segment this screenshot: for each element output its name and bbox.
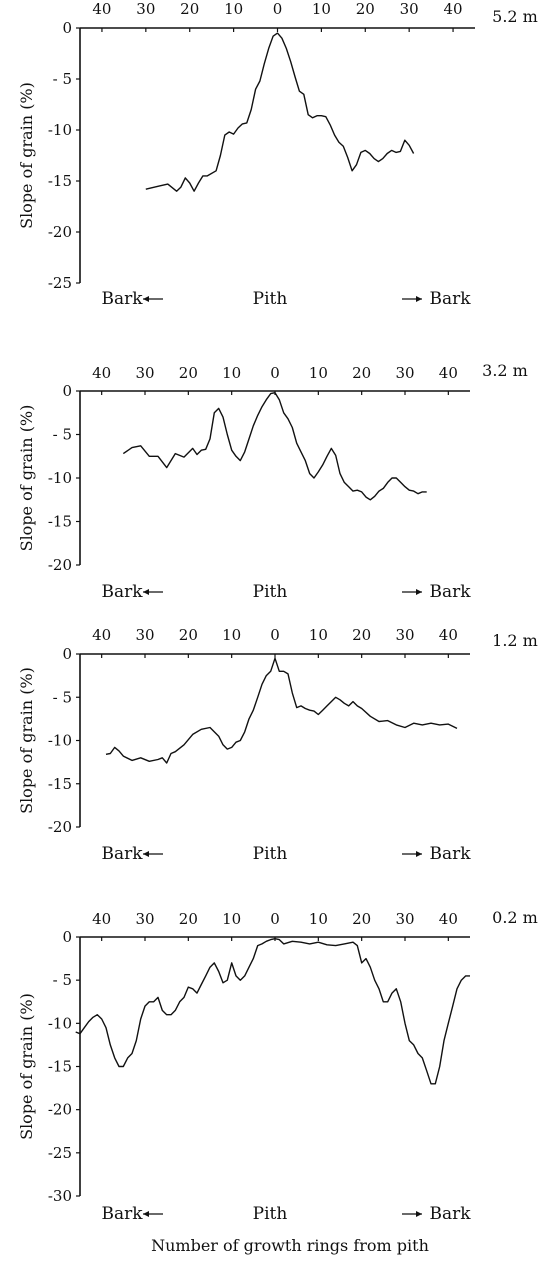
x-tick-label: 30	[395, 626, 414, 644]
x-tick-label: 10	[222, 364, 241, 382]
y-axis-label: Slope of grain (%)	[17, 993, 36, 1140]
direction-label: Pith	[253, 582, 288, 602]
x-tick-label: 30	[395, 364, 414, 382]
direction-arrowhead	[416, 851, 422, 857]
panel-1: 40 30 20 10 0 10 20 30 40 0 - 5 -10 -15 -20 Slope of g…	[17, 361, 528, 602]
x-tick-label: 40	[92, 364, 111, 382]
x-axis-label: Number of growth rings from pith	[151, 1236, 429, 1255]
x-tick-label: 10	[309, 626, 328, 644]
y-tick-label: 0	[62, 19, 72, 37]
direction-label: Pith	[253, 844, 288, 864]
direction-label: Bark	[101, 582, 143, 602]
height-label: 3.2 m	[482, 361, 528, 380]
y-tick-label: -15	[48, 775, 72, 793]
direction-label: Bark	[429, 582, 471, 602]
y-tick-label: -10	[48, 1014, 72, 1032]
x-tick-label: 20	[179, 626, 198, 644]
series-line	[105, 657, 458, 764]
x-tick-label: 10	[224, 0, 243, 18]
x-tick-label: 0	[270, 364, 280, 382]
y-axis-label: Slope of grain (%)	[17, 405, 36, 552]
direction-arrowhead	[143, 1211, 149, 1217]
x-tick-label: 40	[439, 364, 458, 382]
x-tick-label: 20	[352, 364, 371, 382]
height-label: 5.2 m	[492, 7, 538, 26]
x-tick-label: 20	[179, 910, 198, 928]
direction-label: Bark	[101, 289, 143, 309]
y-tick-label: -10	[48, 732, 72, 750]
y-tick-label: -20	[48, 556, 72, 574]
y-tick-label: -30	[48, 1187, 72, 1205]
y-tick-label: - 5	[53, 70, 72, 88]
panel-3: 40 30 20 10 0 10 20 30 40 0 - 5 -10 -15 -20 -25 -30 Slop…	[17, 908, 538, 1224]
direction-label: Pith	[253, 1204, 288, 1224]
x-tick-label: 10	[222, 626, 241, 644]
height-label: 1.2 m	[492, 631, 538, 650]
y-tick-label: -15	[48, 1058, 72, 1076]
direction-arrowhead	[143, 589, 149, 595]
y-tick-label: -20	[48, 818, 72, 836]
x-tick-label: 30	[135, 364, 154, 382]
x-tick-label: 20	[180, 0, 199, 18]
panel-2: 40 30 20 10 0 10 20 30 40 0 - 5 -10 -15 -20 Slope of g…	[17, 626, 538, 864]
direction-arrowhead	[143, 851, 149, 857]
x-tick-label: 0	[273, 0, 283, 18]
x-tick-label: 30	[395, 910, 414, 928]
panels: 40 30 20 10 0 10 20 30 40 0 - 5 -10 -15 -20 -25 Slope o…	[17, 0, 538, 1224]
x-tick-label: 30	[136, 0, 155, 18]
x-tick-label: 30	[135, 626, 154, 644]
x-tick-label: 40	[439, 626, 458, 644]
series-line	[122, 392, 427, 501]
x-tick-label: 10	[309, 364, 328, 382]
y-tick-label: 0	[62, 382, 72, 400]
y-tick-label: -15	[48, 513, 72, 531]
y-tick-label: -10	[48, 121, 72, 139]
x-tick-label: 0	[270, 626, 280, 644]
y-tick-label: - 5	[53, 971, 72, 989]
series-line	[145, 32, 415, 192]
direction-label: Bark	[101, 1204, 143, 1224]
x-tick-label: 40	[439, 910, 458, 928]
y-tick-label: 0	[62, 928, 72, 946]
y-tick-label: - 5	[53, 426, 72, 444]
direction-label: Bark	[101, 844, 143, 864]
direction-arrowhead	[143, 296, 149, 302]
y-tick-label: - 5	[53, 688, 72, 706]
x-tick-label: 40	[92, 910, 111, 928]
x-tick-label: 20	[179, 364, 198, 382]
panel-0: 40 30 20 10 0 10 20 30 40 0 - 5 -10 -15 -20 -25 Slope o…	[17, 0, 538, 309]
x-tick-label: 20	[352, 626, 371, 644]
direction-arrowhead	[416, 1211, 422, 1217]
direction-label: Bark	[429, 844, 471, 864]
x-tick-label: 20	[356, 0, 375, 18]
y-tick-label: -25	[48, 1144, 72, 1162]
direction-arrowhead	[416, 589, 422, 595]
x-tick-label: 10	[222, 910, 241, 928]
x-tick-label: 30	[135, 910, 154, 928]
y-tick-label: -15	[48, 172, 72, 190]
direction-label: Bark	[429, 1204, 471, 1224]
y-tick-label: 0	[62, 645, 72, 663]
x-tick-label: 40	[444, 0, 463, 18]
x-tick-label: 10	[309, 910, 328, 928]
direction-label: Pith	[253, 289, 288, 309]
x-tick-label: 40	[92, 626, 111, 644]
y-tick-label: -20	[48, 223, 72, 241]
x-tick-label: 10	[312, 0, 331, 18]
y-tick-label: -25	[48, 274, 72, 292]
y-tick-label: -20	[48, 1101, 72, 1119]
y-tick-label: -10	[48, 469, 72, 487]
x-tick-label: 20	[352, 910, 371, 928]
direction-label: Bark	[429, 289, 471, 309]
x-tick-label: 0	[270, 910, 280, 928]
y-axis-label: Slope of grain (%)	[17, 667, 36, 814]
x-tick-label: 30	[400, 0, 419, 18]
direction-arrowhead	[416, 296, 422, 302]
series-line	[75, 938, 470, 1085]
y-axis-label: Slope of grain (%)	[17, 82, 36, 229]
height-label: 0.2 m	[492, 908, 538, 927]
x-tick-label: 40	[92, 0, 111, 18]
